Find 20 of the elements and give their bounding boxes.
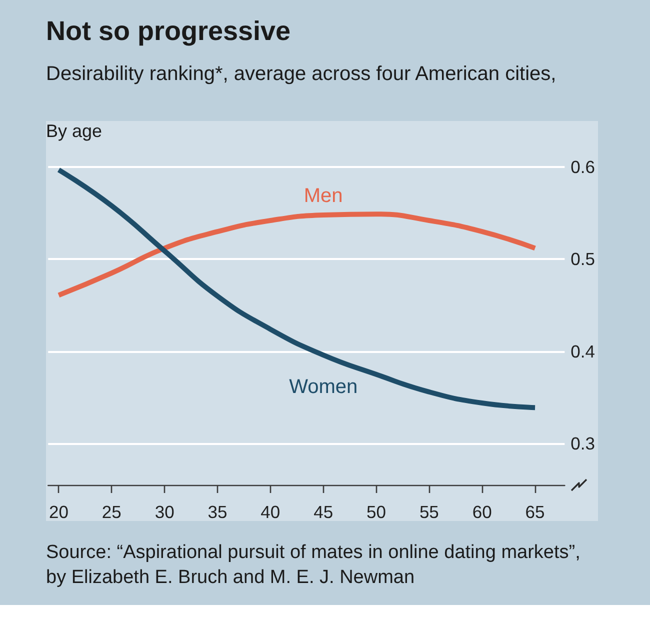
x-tick-label: 30 [154,502,175,522]
x-tick-label: 45 [314,502,334,522]
x-tick-label: 60 [472,502,492,522]
x-tick-label: 25 [102,502,122,522]
source-note: Source: “Aspirational pursuit of mates in online dating markets”, by Elizabeth E. Bruch and M. E. J. Newman [46,541,582,590]
y-tick-label: 0.6 [570,157,595,178]
y-tick-label: 0.5 [570,249,595,270]
series-label: Women [289,376,358,398]
y-tick-label: 0.3 [570,434,595,454]
y-tick-label: 0.4 [570,341,596,362]
chart-title: Not so progressive [46,16,291,47]
annotation: By age [46,121,102,142]
x-tick-label: 65 [525,502,545,522]
x-tick-label: 20 [48,502,69,522]
x-tick-label: 55 [419,502,439,522]
series-label: Men [304,184,343,207]
chart-subtitle: Desirability ranking*, average across four American cities, [46,63,556,86]
x-tick-label: 50 [366,502,386,522]
x-tick-label: 35 [208,502,228,522]
x-tick-label: 40 [260,502,280,522]
